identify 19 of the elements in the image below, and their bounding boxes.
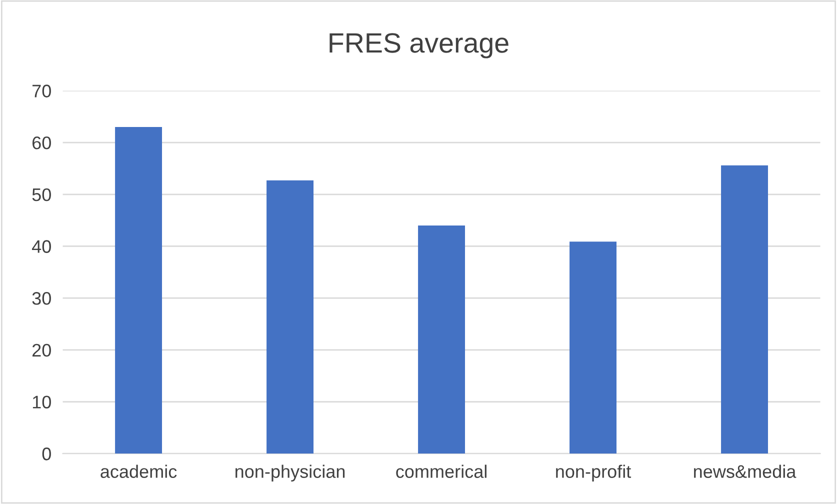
y-tick-label: 10 [32, 396, 51, 408]
x-tick-label: commerical [396, 464, 486, 478]
x-tick-label: non-profit [556, 464, 632, 482]
bar [570, 242, 616, 454]
y-tick-label: 0 [42, 448, 51, 460]
y-tick-label: 70 [32, 84, 51, 98]
chart-title: FRES average [330, 33, 508, 58]
y-tick-label: 40 [32, 240, 51, 253]
bar [266, 180, 314, 454]
bar [721, 165, 768, 454]
y-tick-label: 60 [32, 136, 51, 150]
x-tick-label: academic [100, 464, 177, 478]
y-tick-label: 50 [32, 188, 51, 202]
bar [115, 127, 162, 454]
x-tick-label: news&media [694, 464, 796, 478]
bar [418, 226, 465, 454]
y-tick-label: 30 [32, 292, 51, 305]
x-tick-label: non-physician [236, 464, 345, 482]
y-tick-label: 20 [32, 344, 51, 357]
